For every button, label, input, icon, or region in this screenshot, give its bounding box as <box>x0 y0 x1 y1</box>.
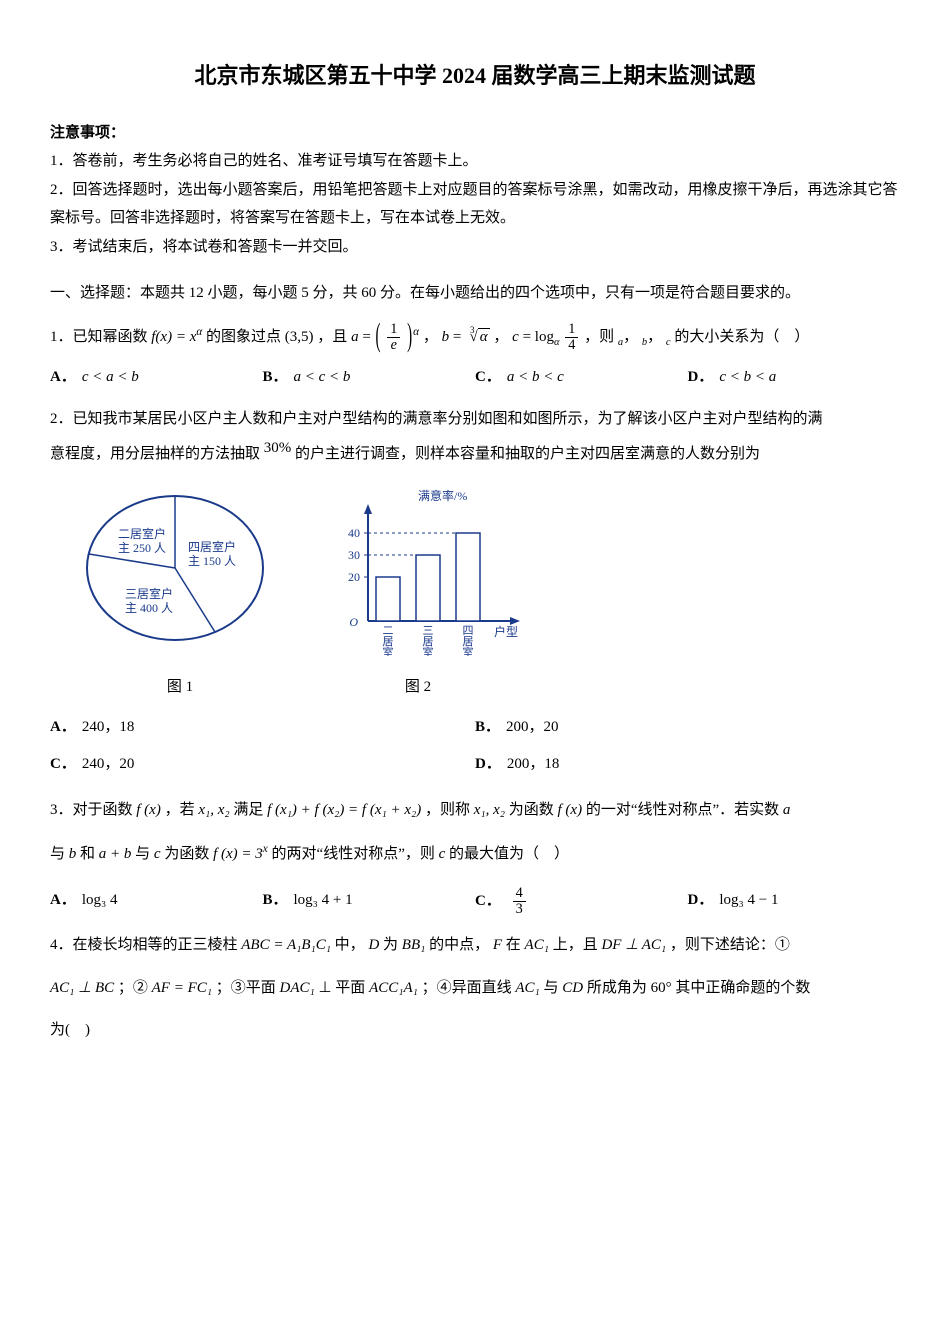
q2-figures: 二居室户 主 250 人 四居室户 主 150 人 三居室户 主 400 人 图… <box>80 486 900 701</box>
bar <box>376 577 400 621</box>
notice-section: 注意事项： 1．答卷前，考生务必将自己的姓名、准考证号填写在答题卡上。 2．回答… <box>50 119 900 262</box>
svg-text:室: 室 <box>463 645 474 656</box>
section-1-intro: 一、选择题：本题共 12 小题，每小题 5 分，共 60 分。在每小题给出的四个… <box>50 279 900 308</box>
pie-label: 三居室户 <box>125 586 173 601</box>
q4-line3: 为( ) <box>50 1016 900 1045</box>
q1-a: a <box>351 329 359 345</box>
bar-chart-icon: 满意率/% O 20 30 40 <box>308 486 528 656</box>
paren-left-icon: ( <box>376 306 381 369</box>
q3-line1: 3．对于函数 f (x) ，若 x₁, x₂ 满足 f (x₁) + f (x₂… <box>50 796 900 825</box>
option-C: C．240，20 <box>50 750 475 779</box>
option-D: D．log₃ 4 − 1 <box>688 886 901 917</box>
pie-label: 四居室户 <box>188 539 236 554</box>
pie-label: 主 150 人 <box>188 554 236 568</box>
ytick: 20 <box>348 570 360 584</box>
bar <box>416 555 440 621</box>
q4-line2: AC₁ ⊥ BC ；② AF = FC₁ ；③平面 DAC₁ ⊥ 平面 ACC₁… <box>50 974 900 1003</box>
question-3: 3．对于函数 f (x) ，若 x₁, x₂ 满足 f (x₁) + f (x₂… <box>50 796 900 917</box>
notice-item: 2．回答选择题时，选出每小题答案后，用铅笔把答题卡上对应题目的答案标号涂黑，如需… <box>50 176 900 233</box>
q1-frac-14: 1 4 <box>565 322 578 353</box>
q3-line2: 与 b 和 a + b 与 c 为函数 f (x) = 3x 的两对“线性对称点… <box>50 839 900 869</box>
q3-opt-c-frac: 4 3 <box>513 886 526 917</box>
q1-root: 3√α <box>465 329 493 345</box>
pie-label: 主 250 人 <box>118 541 166 555</box>
option-B: B．log₃ 4 + 1 <box>263 886 476 917</box>
q2-line1: 2．已知我市某居民小区户主人数和户主对户型结构的满意率分别如图和如图所示，为了解… <box>50 405 900 434</box>
q1-text: 1．已知幂函数 <box>50 329 151 345</box>
pie-label: 二居室户 <box>118 526 166 541</box>
figure-2-caption: 图 2 <box>308 673 528 702</box>
pie-label: 主 400 人 <box>125 601 173 615</box>
q3-options: A．log₃ 4 B．log₃ 4 + 1 C． 4 3 D．log₃ 4 − … <box>50 886 900 917</box>
option-C: C．a < b < c <box>475 363 688 392</box>
q1-fx: f(x) = xα <box>151 329 202 345</box>
q1-frac-1e: 1 e <box>387 322 400 353</box>
svg-text:室: 室 <box>423 645 434 656</box>
q1-b: b <box>442 329 450 345</box>
option-A: A．240，18 <box>50 713 475 742</box>
q1-options: A．c < a < b B．a < c < b C．a < b < c D．c … <box>50 363 900 392</box>
bar <box>456 533 480 621</box>
option-A: A．log₃ 4 <box>50 886 263 917</box>
pie-chart-icon: 二居室户 主 250 人 四居室户 主 150 人 三居室户 主 400 人 <box>80 486 280 656</box>
question-2: 2．已知我市某居民小区户主人数和户主对户型结构的满意率分别如图和如图所示，为了解… <box>50 405 900 782</box>
option-D: D．200，18 <box>475 750 900 779</box>
x-axis-label: 户型 <box>494 624 518 639</box>
option-B: B．a < c < b <box>263 363 476 392</box>
option-A: A．c < a < b <box>50 363 263 392</box>
origin-label: O <box>349 615 358 629</box>
q1-point: (3,5) <box>285 329 314 345</box>
question-1: 1．已知幂函数 f(x) = xα 的图象过点 (3,5) ，且 a = ( 1… <box>50 322 900 392</box>
figure-1-caption: 图 1 <box>80 673 280 702</box>
option-D: D．c < b < a <box>688 363 901 392</box>
figure-1: 二居室户 主 250 人 四居室户 主 150 人 三居室户 主 400 人 图… <box>80 486 280 701</box>
q4-line1: 4．在棱长均相等的正三棱柱 ABC = A₁B₁C₁ 中， D 为 BB₁ 的中… <box>50 931 900 960</box>
y-axis-label: 满意率/% <box>418 488 467 503</box>
option-C: C． 4 3 <box>475 886 688 917</box>
notice-heading: 注意事项： <box>50 119 900 148</box>
exam-page: 北京市东城区第五十中学 2024 届数学高三上期末监测试题 注意事项： 1．答卷… <box>0 0 950 1344</box>
ytick: 30 <box>348 548 360 562</box>
svg-text:室: 室 <box>383 645 394 656</box>
q2-line2: 意程度，用分层抽样的方法抽取 30% 的户主进行调查，则样本容量和抽取的户主对四… <box>50 434 900 469</box>
q1-text: 的图象过点 <box>206 329 281 345</box>
question-4: 4．在棱长均相等的正三棱柱 ABC = A₁B₁C₁ 中， D 为 BB₁ 的中… <box>50 931 900 1045</box>
page-title: 北京市东城区第五十中学 2024 届数学高三上期末监测试题 <box>50 55 900 97</box>
paren-right-icon: ) <box>407 306 412 369</box>
q1-text: ，且 <box>317 329 351 345</box>
option-B: B．200，20 <box>475 713 900 742</box>
q2-options: A．240，18 B．200，20 C．240，20 D．200，18 <box>50 709 900 782</box>
q1-c: c <box>512 329 519 345</box>
ytick: 40 <box>348 526 360 540</box>
figure-2: 满意率/% O 20 30 40 <box>308 486 528 701</box>
notice-item: 3．考试结束后，将本试卷和答题卡一并交回。 <box>50 233 900 262</box>
notice-item: 1．答卷前，考生务必将自己的姓名、准考证号填写在答题卡上。 <box>50 147 900 176</box>
